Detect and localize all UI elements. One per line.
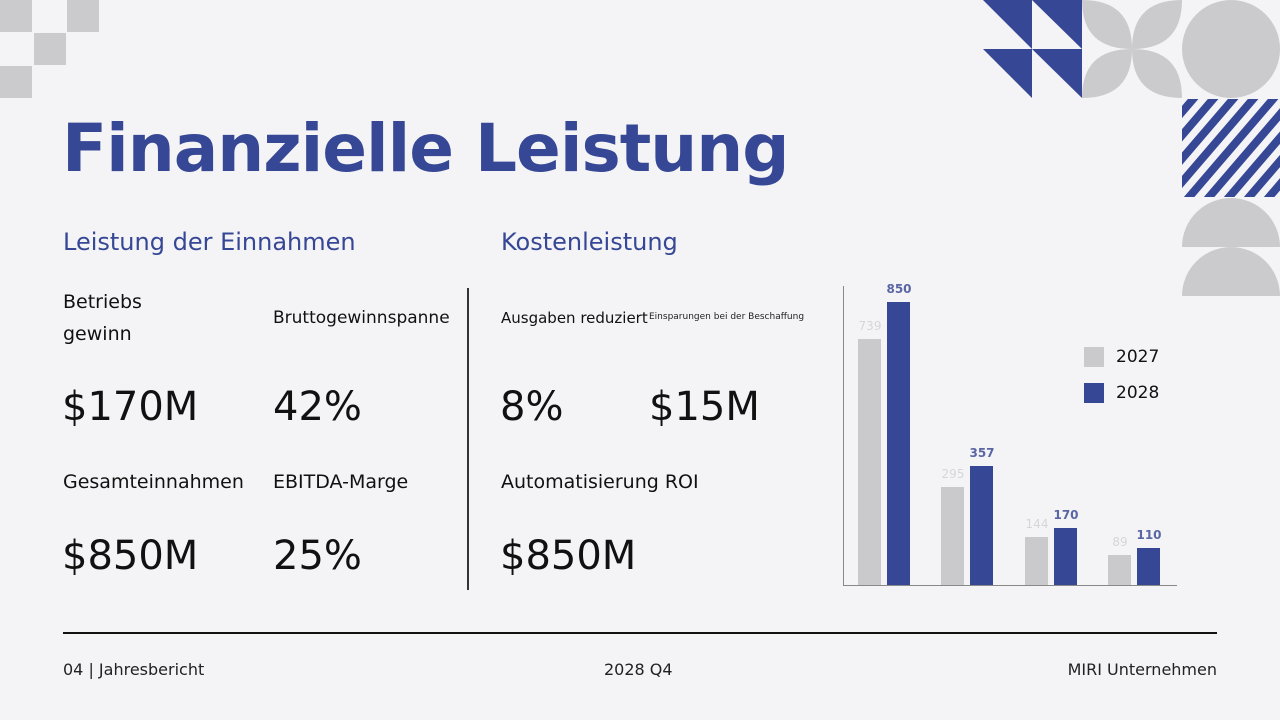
decor-square — [34, 33, 66, 65]
footer-company: MIRI Unternehmen — [1067, 660, 1217, 679]
metric-label-total-revenue: Gesamteinnahmen — [63, 471, 244, 493]
cost-section-heading: Kostenleistung — [501, 228, 678, 256]
legend-item-2027: 2027 — [1084, 347, 1159, 367]
chart-value-label: 110 — [1136, 528, 1162, 542]
decor-square — [0, 66, 32, 98]
bar-chart: 739 850 295 357 144 170 89 110 — [843, 282, 1177, 586]
decor-geometric-pattern — [983, 0, 1280, 296]
metric-value-gross-margin: 42% — [273, 384, 362, 430]
metric-label-expenses-reduced: Ausgaben reduziert — [501, 309, 648, 327]
chart-bar-2027 — [858, 339, 881, 585]
legend-item-2028: 2028 — [1084, 383, 1159, 403]
chart-bar-2028 — [970, 466, 993, 585]
metric-value-procurement-savings: $15M — [649, 384, 760, 430]
legend-swatch-gray — [1084, 347, 1104, 367]
metric-value-expenses-reduced: 8% — [500, 384, 564, 430]
chart-x-axis — [843, 585, 1177, 586]
chart-bar-2027 — [1025, 537, 1048, 585]
metric-value-total-revenue: $850M — [62, 533, 199, 579]
metric-label-gross-margin: Bruttogewinnspanne — [273, 308, 450, 328]
footer-period: 2028 Q4 — [604, 660, 673, 679]
metric-label-operating-profit: Betriebs gewinn — [63, 286, 142, 350]
legend-swatch-blue — [1084, 383, 1104, 403]
legend-label: 2028 — [1116, 383, 1160, 403]
revenue-section-heading: Leistung der Einnahmen — [63, 228, 356, 256]
chart-bar-2027 — [1108, 555, 1131, 585]
page-title: Finanzielle Leistung — [62, 110, 789, 187]
footer-divider — [63, 632, 1217, 634]
chart-bar-2028 — [1137, 548, 1160, 585]
metric-label-line: gewinn — [63, 323, 132, 345]
footer-page-label: 04 | Jahresbericht — [63, 660, 205, 679]
chart-value-label: 144 — [1025, 517, 1049, 531]
decor-square — [67, 0, 99, 32]
chart-bar-2027 — [941, 487, 964, 585]
chart-value-label: 295 — [941, 467, 965, 481]
metric-value-ebitda-margin: 25% — [273, 533, 362, 579]
metric-label-line: Betriebs — [63, 291, 142, 313]
chart-value-label: 850 — [886, 282, 912, 296]
metric-value-operating-profit: $170M — [62, 384, 199, 430]
chart-bar-2028 — [1054, 528, 1077, 585]
chart-bar-2028 — [887, 302, 910, 585]
section-divider — [467, 288, 469, 590]
metric-label-ebitda-margin: EBITDA-Marge — [273, 471, 409, 493]
legend-label: 2027 — [1116, 347, 1160, 367]
decor-square — [0, 0, 32, 32]
chart-value-label: 739 — [858, 319, 882, 333]
metric-value-automation-roi: $850M — [500, 533, 637, 579]
chart-y-axis — [843, 286, 844, 585]
chart-value-label: 89 — [1112, 535, 1128, 549]
chart-value-label: 357 — [969, 446, 995, 460]
metric-label-procurement-savings: Einsparungen bei der Beschaffung — [649, 312, 805, 322]
chart-value-label: 170 — [1053, 508, 1079, 522]
metric-label-automation-roi: Automatisierung ROI — [501, 471, 699, 493]
